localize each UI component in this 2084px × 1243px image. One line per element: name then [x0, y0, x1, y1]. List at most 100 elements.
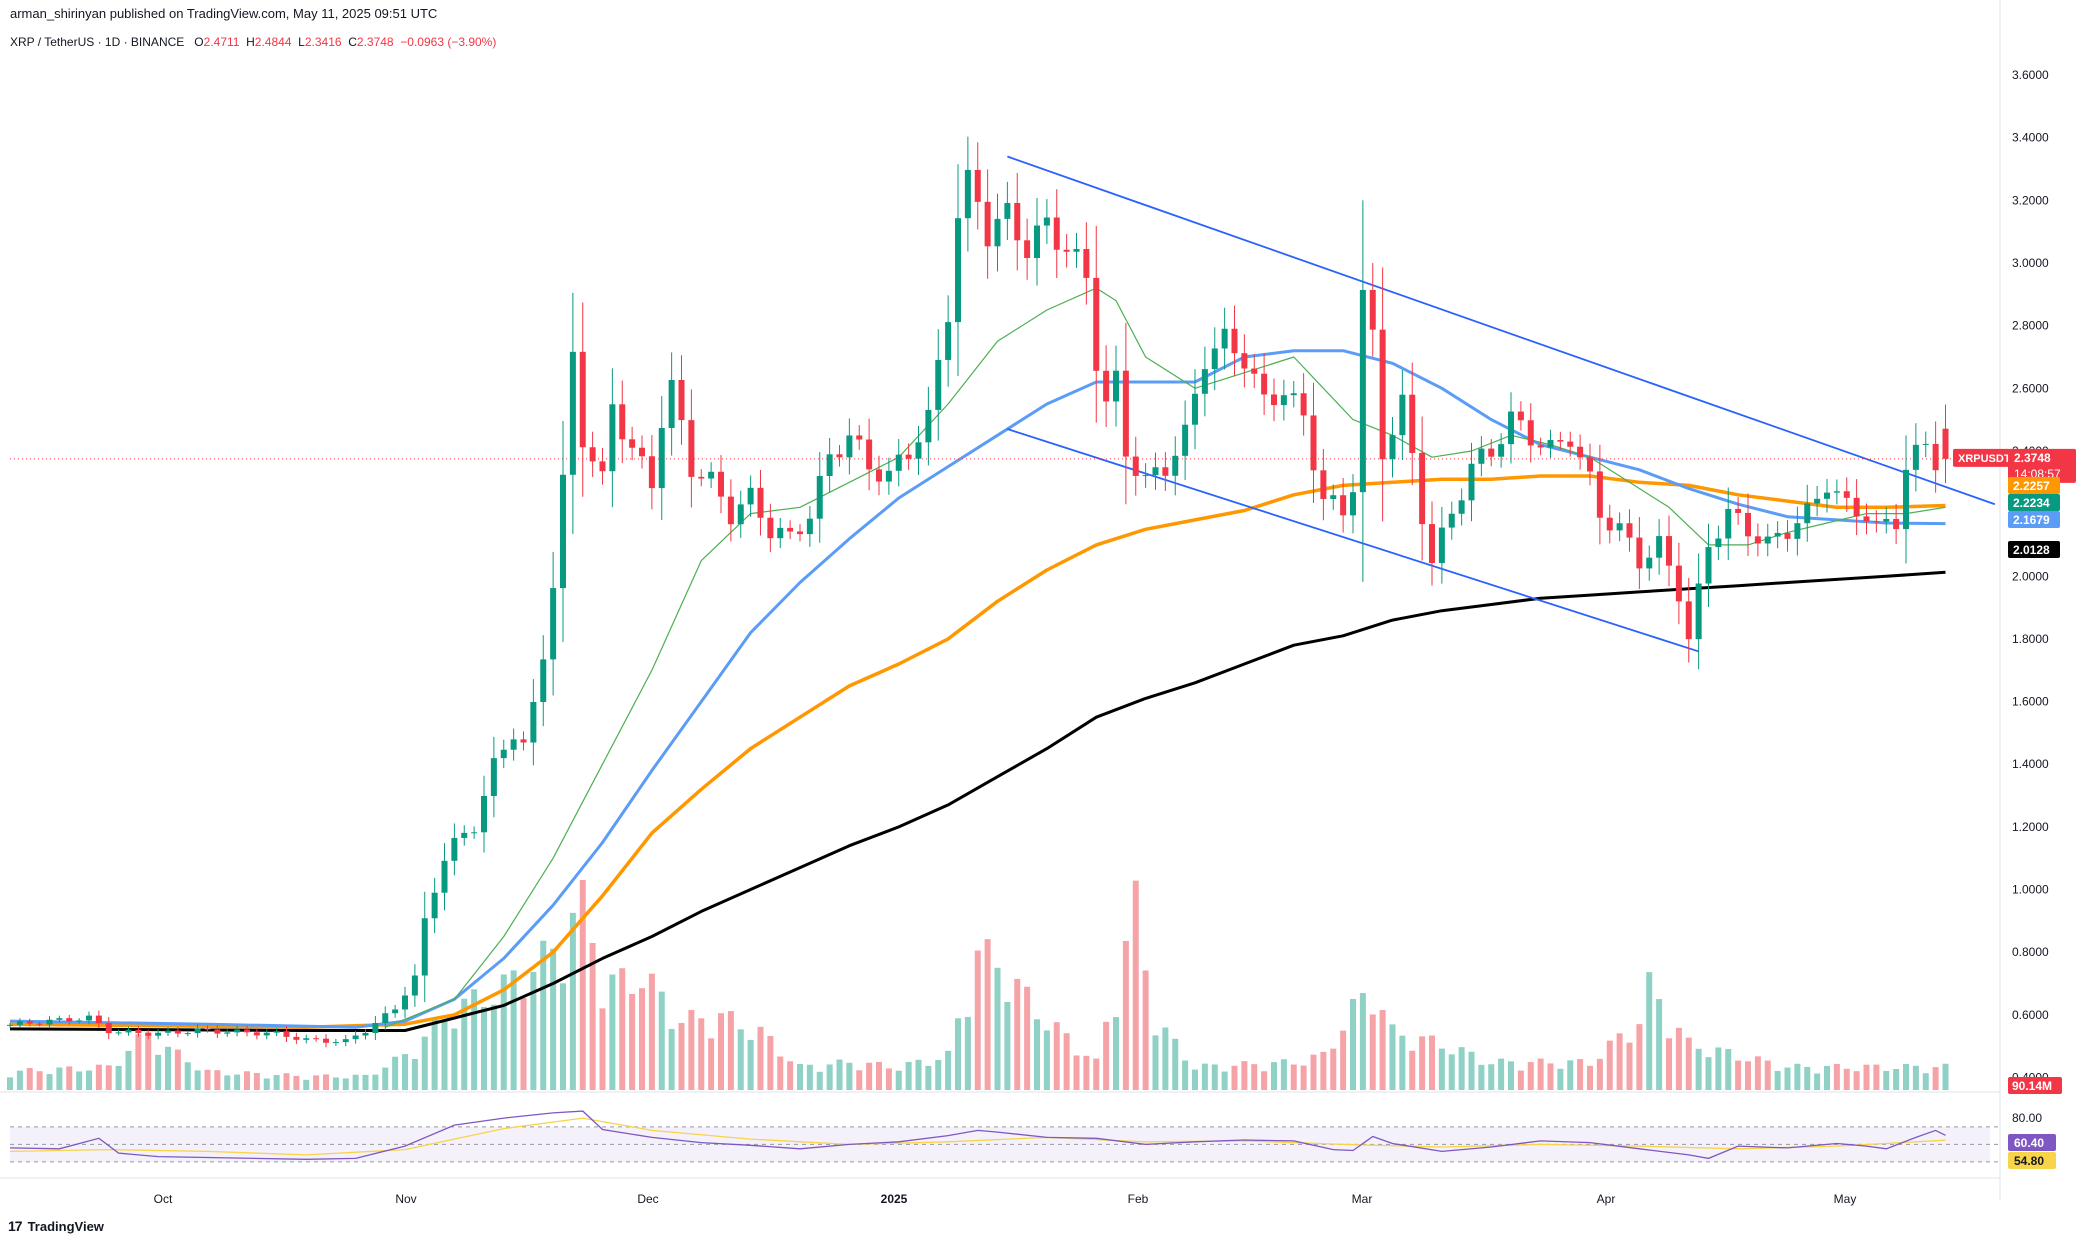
rsi-value-tag-text: 60.40: [2014, 1136, 2044, 1150]
moving-averages: [9, 287, 1946, 1032]
candle-body: [1468, 463, 1475, 501]
candle-body: [1429, 524, 1435, 564]
volume-bar: [1448, 1054, 1455, 1090]
y-tick-label: 0.8000: [2012, 945, 2049, 959]
volume-bar: [1508, 1061, 1514, 1090]
volume-bar: [1142, 970, 1149, 1090]
candle-body: [135, 1029, 142, 1034]
candle-body: [1666, 536, 1672, 566]
volume-bar: [145, 1032, 152, 1090]
candle-body: [1093, 277, 1100, 371]
volume-bar: [876, 1061, 882, 1090]
x-tick-label: Feb: [1128, 1192, 1149, 1206]
candle-body: [1043, 217, 1050, 226]
volume-bar: [1498, 1058, 1505, 1090]
candle-body: [836, 454, 843, 458]
close-value: 2.3748: [356, 35, 394, 49]
volume-bar: [1824, 1065, 1830, 1090]
volume-bar: [352, 1074, 359, 1090]
candle-body: [747, 487, 754, 505]
volume-bar: [362, 1074, 369, 1090]
volume-bar: [7, 1077, 13, 1090]
candle-body: [1745, 512, 1751, 537]
volume-bar: [1211, 1064, 1218, 1090]
candle-body: [1557, 440, 1564, 442]
tradingview-brand[interactable]: 17 TradingView: [8, 1218, 104, 1234]
volume-bar: [392, 1056, 399, 1090]
candle-body: [362, 1032, 369, 1036]
candle-body: [481, 795, 487, 833]
volume-bar: [95, 1064, 102, 1090]
volume-bar: [1172, 1038, 1179, 1090]
volume-bar: [629, 993, 636, 1090]
candle-body: [1804, 503, 1811, 524]
candle-body: [1912, 444, 1919, 470]
high-value: 2.4844: [254, 35, 292, 49]
candle-body: [402, 995, 408, 1010]
volume-bar: [194, 1070, 201, 1090]
ma-black-line: [9, 570, 1946, 1032]
volume-bar: [26, 1068, 33, 1090]
open-value: 2.4711: [203, 35, 240, 49]
candle-body: [1359, 289, 1366, 493]
symbol-name-tag: [1953, 448, 2010, 467]
ma-value-tag-text: 2.2234: [2013, 496, 2050, 510]
candle-body: [718, 471, 724, 497]
volume-bar: [303, 1079, 310, 1090]
volume-bar: [1261, 1071, 1268, 1090]
volume-bar: [1833, 1063, 1840, 1090]
volume-bar: [135, 1034, 142, 1090]
candle-body: [1438, 527, 1445, 564]
volume-bar: [945, 1050, 952, 1090]
candle-body: [777, 527, 784, 539]
chart-grid: [0, 0, 2001, 1200]
candle-body: [1685, 601, 1692, 640]
volume-bar: [411, 1059, 418, 1090]
candle-body: [1083, 248, 1090, 278]
descending-channel: [10, 155, 2000, 653]
close-label: C: [348, 35, 357, 49]
candle-body: [342, 1039, 349, 1043]
x-tick-label: Nov: [395, 1192, 416, 1206]
candle-body: [560, 474, 566, 589]
candle-body: [935, 359, 942, 410]
candle-body: [1853, 497, 1860, 517]
rsi-value-tag: [2008, 1134, 2056, 1151]
volume-bar: [1774, 1070, 1781, 1090]
volume-tag: [2008, 1077, 2062, 1094]
candle-body: [1389, 435, 1396, 460]
ma-value-tag-text: 2.2257: [2013, 479, 2050, 493]
volume-bar: [1043, 1030, 1050, 1090]
volume-bar: [461, 998, 468, 1090]
volume-bar: [1478, 1064, 1485, 1090]
candle-body: [1517, 411, 1524, 421]
candle-body: [421, 918, 428, 976]
candle-body: [1320, 470, 1327, 499]
rsi-ma-value-tag: [2008, 1152, 2056, 1169]
candle-body: [382, 1013, 389, 1023]
volume-bar: [66, 1066, 73, 1090]
volume-bar: [263, 1078, 270, 1090]
volume-bar: [718, 1013, 724, 1090]
volume-bar: [1596, 1058, 1603, 1090]
candle-body: [1498, 444, 1505, 457]
volume-bar: [1942, 1063, 1949, 1090]
volume-bar: [1715, 1047, 1722, 1090]
volume-bar: [382, 1067, 389, 1090]
volume-bar: [1616, 1033, 1623, 1090]
candle-body: [1833, 491, 1840, 493]
volume-bar: [856, 1070, 863, 1090]
candle-body: [1340, 495, 1347, 516]
volume-bar: [727, 1011, 734, 1090]
y-tick-label: 0.6000: [2012, 1008, 2049, 1022]
candle-body: [1162, 467, 1169, 476]
candle-body: [1014, 202, 1021, 241]
candle-body: [994, 218, 1001, 247]
symbol-name[interactable]: XRP / TetherUS · 1D · BINANCE: [10, 35, 185, 49]
volume-bar: [1221, 1071, 1228, 1090]
candle-body: [1508, 411, 1514, 445]
volume-bar: [1399, 1035, 1406, 1090]
channel-lower-line: [1007, 428, 1699, 653]
candle-body: [1261, 373, 1268, 395]
